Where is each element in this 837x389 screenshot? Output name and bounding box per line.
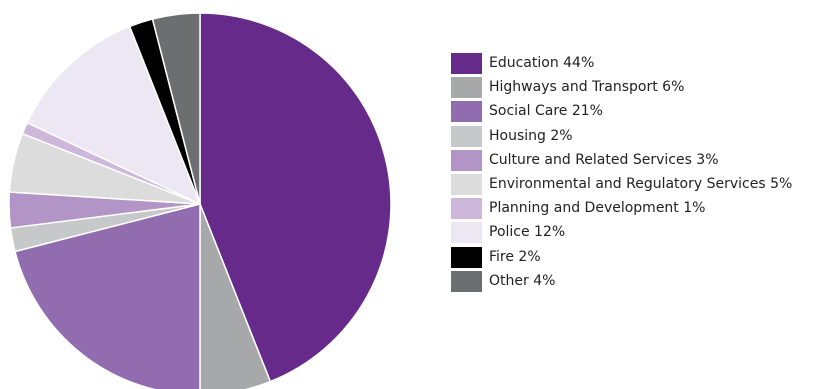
legend-label: Fire 2% bbox=[489, 247, 541, 268]
legend-label: Environmental and Regulatory Services 5% bbox=[489, 174, 792, 195]
legend-label: Culture and Related Services 3% bbox=[489, 150, 719, 171]
legend-item-fire: Fire 2% bbox=[451, 247, 792, 268]
legend-label: Planning and Development 1% bbox=[489, 198, 705, 219]
legend-item-police: Police 12% bbox=[451, 222, 792, 243]
legend-label: Housing 2% bbox=[489, 126, 573, 147]
legend-label: Highways and Transport 6% bbox=[489, 77, 684, 98]
legend-swatch bbox=[451, 222, 482, 243]
legend-swatch bbox=[451, 150, 482, 171]
legend-item-education: Education 44% bbox=[451, 53, 792, 74]
legend-item-highways-and-transport: Highways and Transport 6% bbox=[451, 77, 792, 98]
legend-item-social-care: Social Care 21% bbox=[451, 101, 792, 122]
legend-item-planning-and-development: Planning and Development 1% bbox=[451, 198, 792, 219]
legend-swatch bbox=[451, 101, 482, 122]
legend-swatch bbox=[451, 247, 482, 268]
legend-label: Social Care 21% bbox=[489, 101, 603, 122]
legend-swatch bbox=[451, 77, 482, 98]
legend-swatch bbox=[451, 198, 482, 219]
legend-label: Education 44% bbox=[489, 53, 594, 74]
legend-swatch bbox=[451, 271, 482, 292]
pie-plot bbox=[0, 0, 440, 389]
legend-item-housing: Housing 2% bbox=[451, 126, 792, 147]
legend-item-culture-and-related-services: Culture and Related Services 3% bbox=[451, 150, 792, 171]
legend-item-other: Other 4% bbox=[451, 271, 792, 292]
legend-label: Police 12% bbox=[489, 222, 565, 243]
legend-label: Other 4% bbox=[489, 271, 555, 292]
legend-swatch bbox=[451, 126, 482, 147]
legend-swatch bbox=[451, 174, 482, 195]
legend-item-environmental-and-regulatory-services: Environmental and Regulatory Services 5% bbox=[451, 174, 792, 195]
legend: Education 44% Highways and Transport 6% So… bbox=[451, 53, 792, 295]
legend-swatch bbox=[451, 53, 482, 74]
